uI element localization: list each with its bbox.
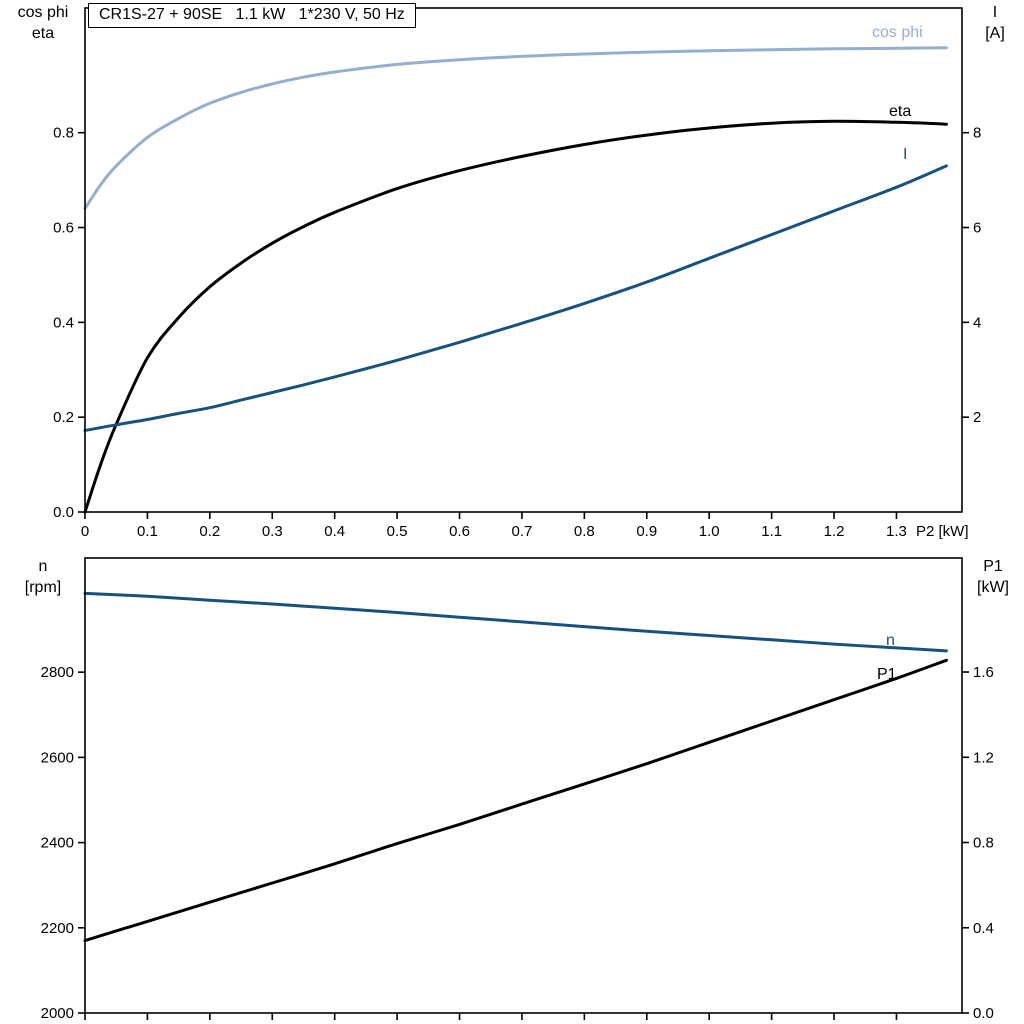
y-left-tick-label: 2800: [41, 664, 74, 681]
y-left-tick-label: 0.2: [53, 409, 74, 426]
x-tick-label: 0.8: [574, 523, 595, 540]
plot-frame: [84, 7, 963, 513]
x-tick-label: 0.3: [262, 523, 283, 540]
bottom-right-axis-unit-label: P1 [kW]: [966, 556, 1020, 598]
axis-unit-power: P1: [983, 558, 1003, 575]
plot-frame: [84, 557, 963, 1014]
curve-i: [83, 164, 948, 432]
x-tick-label: 0.1: [137, 523, 158, 540]
axis-unit-cos-phi: cos phi: [17, 4, 69, 21]
y-left-tick-label: 0.8: [53, 125, 74, 142]
top-right-axis-unit-label: I [A]: [970, 2, 1020, 44]
axis-unit-speed: n: [38, 558, 48, 575]
axis-unit-rpm: [rpm]: [24, 579, 62, 596]
y-left-tick-label: 0.0: [53, 504, 74, 521]
curve-label-eta: eta: [889, 103, 912, 120]
top-left-axis-unit-label: cos phi eta: [4, 2, 82, 44]
y-right-tick-label: 1.6: [973, 664, 994, 681]
curve-label-p1: P1: [877, 666, 897, 683]
bottom-chart: 2000 2200 2400 2600 2800 0.0 0.4 0.8 1.2 1.6: [41, 557, 994, 1022]
x-tick-label: 0.5: [387, 523, 408, 540]
x-tick-label: 0: [81, 523, 89, 540]
y-right-tick-label: 1.2: [973, 749, 994, 766]
x-tick-label: 0.9: [636, 523, 657, 540]
y-right-tick-label: 0.0: [973, 1005, 994, 1022]
curve-label-cos-phi: cos phi: [872, 24, 923, 41]
curve-p1: [83, 658, 948, 943]
y-right-tick-label: 2: [973, 409, 981, 426]
y-right-tick-label: 8: [973, 125, 981, 142]
curve-cos-phi: [83, 46, 948, 211]
x-tick-label: 0.7: [512, 523, 533, 540]
y-right-tick-label: 0.8: [973, 835, 994, 852]
x-tick-label: 1.2: [824, 523, 845, 540]
y-left-tick-label: 2200: [41, 920, 74, 937]
y-left-tick-label: 0.4: [53, 314, 74, 331]
axis-unit-ampere: [A]: [985, 25, 1005, 42]
curve-n: [83, 591, 948, 653]
x-tick-label: 1.1: [761, 523, 782, 540]
curve-label-current: I: [903, 146, 908, 163]
bottom-left-axis-unit-label: n [rpm]: [4, 556, 82, 598]
y-left-tick-label: 2400: [41, 835, 74, 852]
axis-unit-eta: eta: [31, 25, 55, 42]
y-right-tick-label: 0.4: [973, 920, 994, 937]
curve-eta: [83, 119, 948, 514]
y-left-tick-label: 2000: [41, 1005, 74, 1022]
x-tick-label: 0.6: [449, 523, 470, 540]
y-right-tick-label: 6: [973, 220, 981, 237]
chart-title: CR1S-27 + 90SE 1.1 kW 1*230 V, 50 Hz: [88, 3, 416, 28]
y-right-tick-label: 4: [973, 314, 981, 331]
x-tick-label: 0.2: [199, 523, 220, 540]
x-tick-label: 1.3: [886, 523, 907, 540]
axis-unit-kw: [kW]: [977, 579, 1009, 596]
y-left-tick-label: 0.6: [53, 220, 74, 237]
x-tick-label: 1.0: [699, 523, 720, 540]
axis-unit-current: I: [992, 4, 998, 21]
top-chart: 0.0 0.2 0.4 0.6 0.8 2 4 6 8 0 0.1 0.2 0.3 0.4 0.5 0.6 0.…: [53, 7, 981, 540]
curve-label-speed: n: [886, 632, 895, 649]
x-axis-label: P2 [kW]: [916, 523, 969, 540]
y-left-tick-label: 2600: [41, 749, 74, 766]
x-tick-label: 0.4: [324, 523, 345, 540]
